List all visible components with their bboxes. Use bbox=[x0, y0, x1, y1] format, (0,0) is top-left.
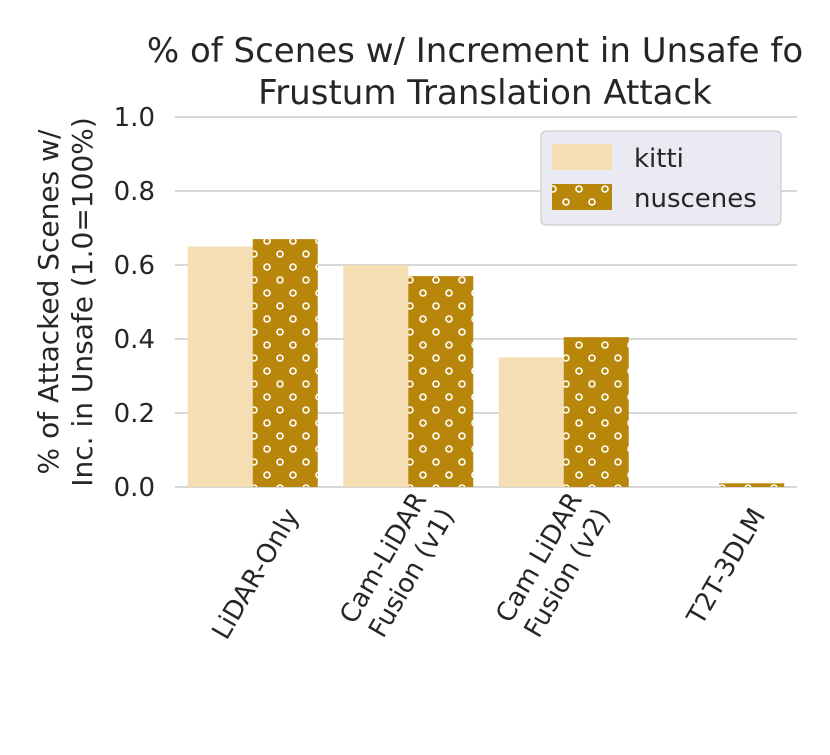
legend-swatch-kitti bbox=[552, 144, 612, 170]
bar-nuscenes-3 bbox=[719, 483, 785, 487]
bar-nuscenes-0 bbox=[252, 239, 318, 487]
legend-label-nuscenes: nuscenes bbox=[634, 184, 757, 214]
bars bbox=[187, 239, 785, 487]
bar-kitti-1 bbox=[343, 265, 409, 487]
x-tick-label-0: LiDAR-Only bbox=[207, 504, 306, 645]
bar-kitti-0 bbox=[187, 246, 253, 487]
chart-title-line-2: Frustum Translation Attack bbox=[258, 73, 712, 113]
x-tick-label-line: T2T-3DLM bbox=[681, 504, 772, 631]
legend-swatch-nuscenes bbox=[552, 184, 612, 210]
x-tick-label-line: LiDAR-Only bbox=[207, 504, 306, 645]
y-tick-label: 0.8 bbox=[114, 177, 155, 207]
y-tick-label: 0.0 bbox=[114, 473, 155, 503]
x-tick-label-3: T2T-3DLM bbox=[681, 504, 772, 631]
y-tick-label: 0.6 bbox=[114, 251, 155, 281]
y-axis-label: % of Attacked Scenes w/ bbox=[32, 129, 65, 474]
y-tick-label: 0.2 bbox=[114, 399, 155, 429]
bar-nuscenes-1 bbox=[408, 276, 474, 487]
y-axis-label-2: Inc. in Unsafe (1.0=100%) bbox=[66, 117, 99, 486]
y-tick-label: 1.0 bbox=[114, 103, 155, 133]
bar-kitti-2 bbox=[498, 357, 564, 487]
bar-nuscenes-2 bbox=[563, 337, 629, 487]
chart-title-line-1: % of Scenes w/ Increment in Unsafe fo bbox=[147, 31, 803, 71]
y-tick-labels: 0.0 0.2 0.4 0.6 0.8 1.0 bbox=[114, 103, 155, 503]
legend-label-kitti: kitti bbox=[634, 144, 684, 174]
y-axis-label-line-2: Inc. in Unsafe (1.0=100%) bbox=[66, 117, 99, 486]
legend: kitti nuscenes bbox=[540, 130, 782, 226]
y-tick-label: 0.4 bbox=[114, 325, 155, 355]
y-axis-label-line-1: % of Attacked Scenes w/ bbox=[32, 129, 65, 474]
